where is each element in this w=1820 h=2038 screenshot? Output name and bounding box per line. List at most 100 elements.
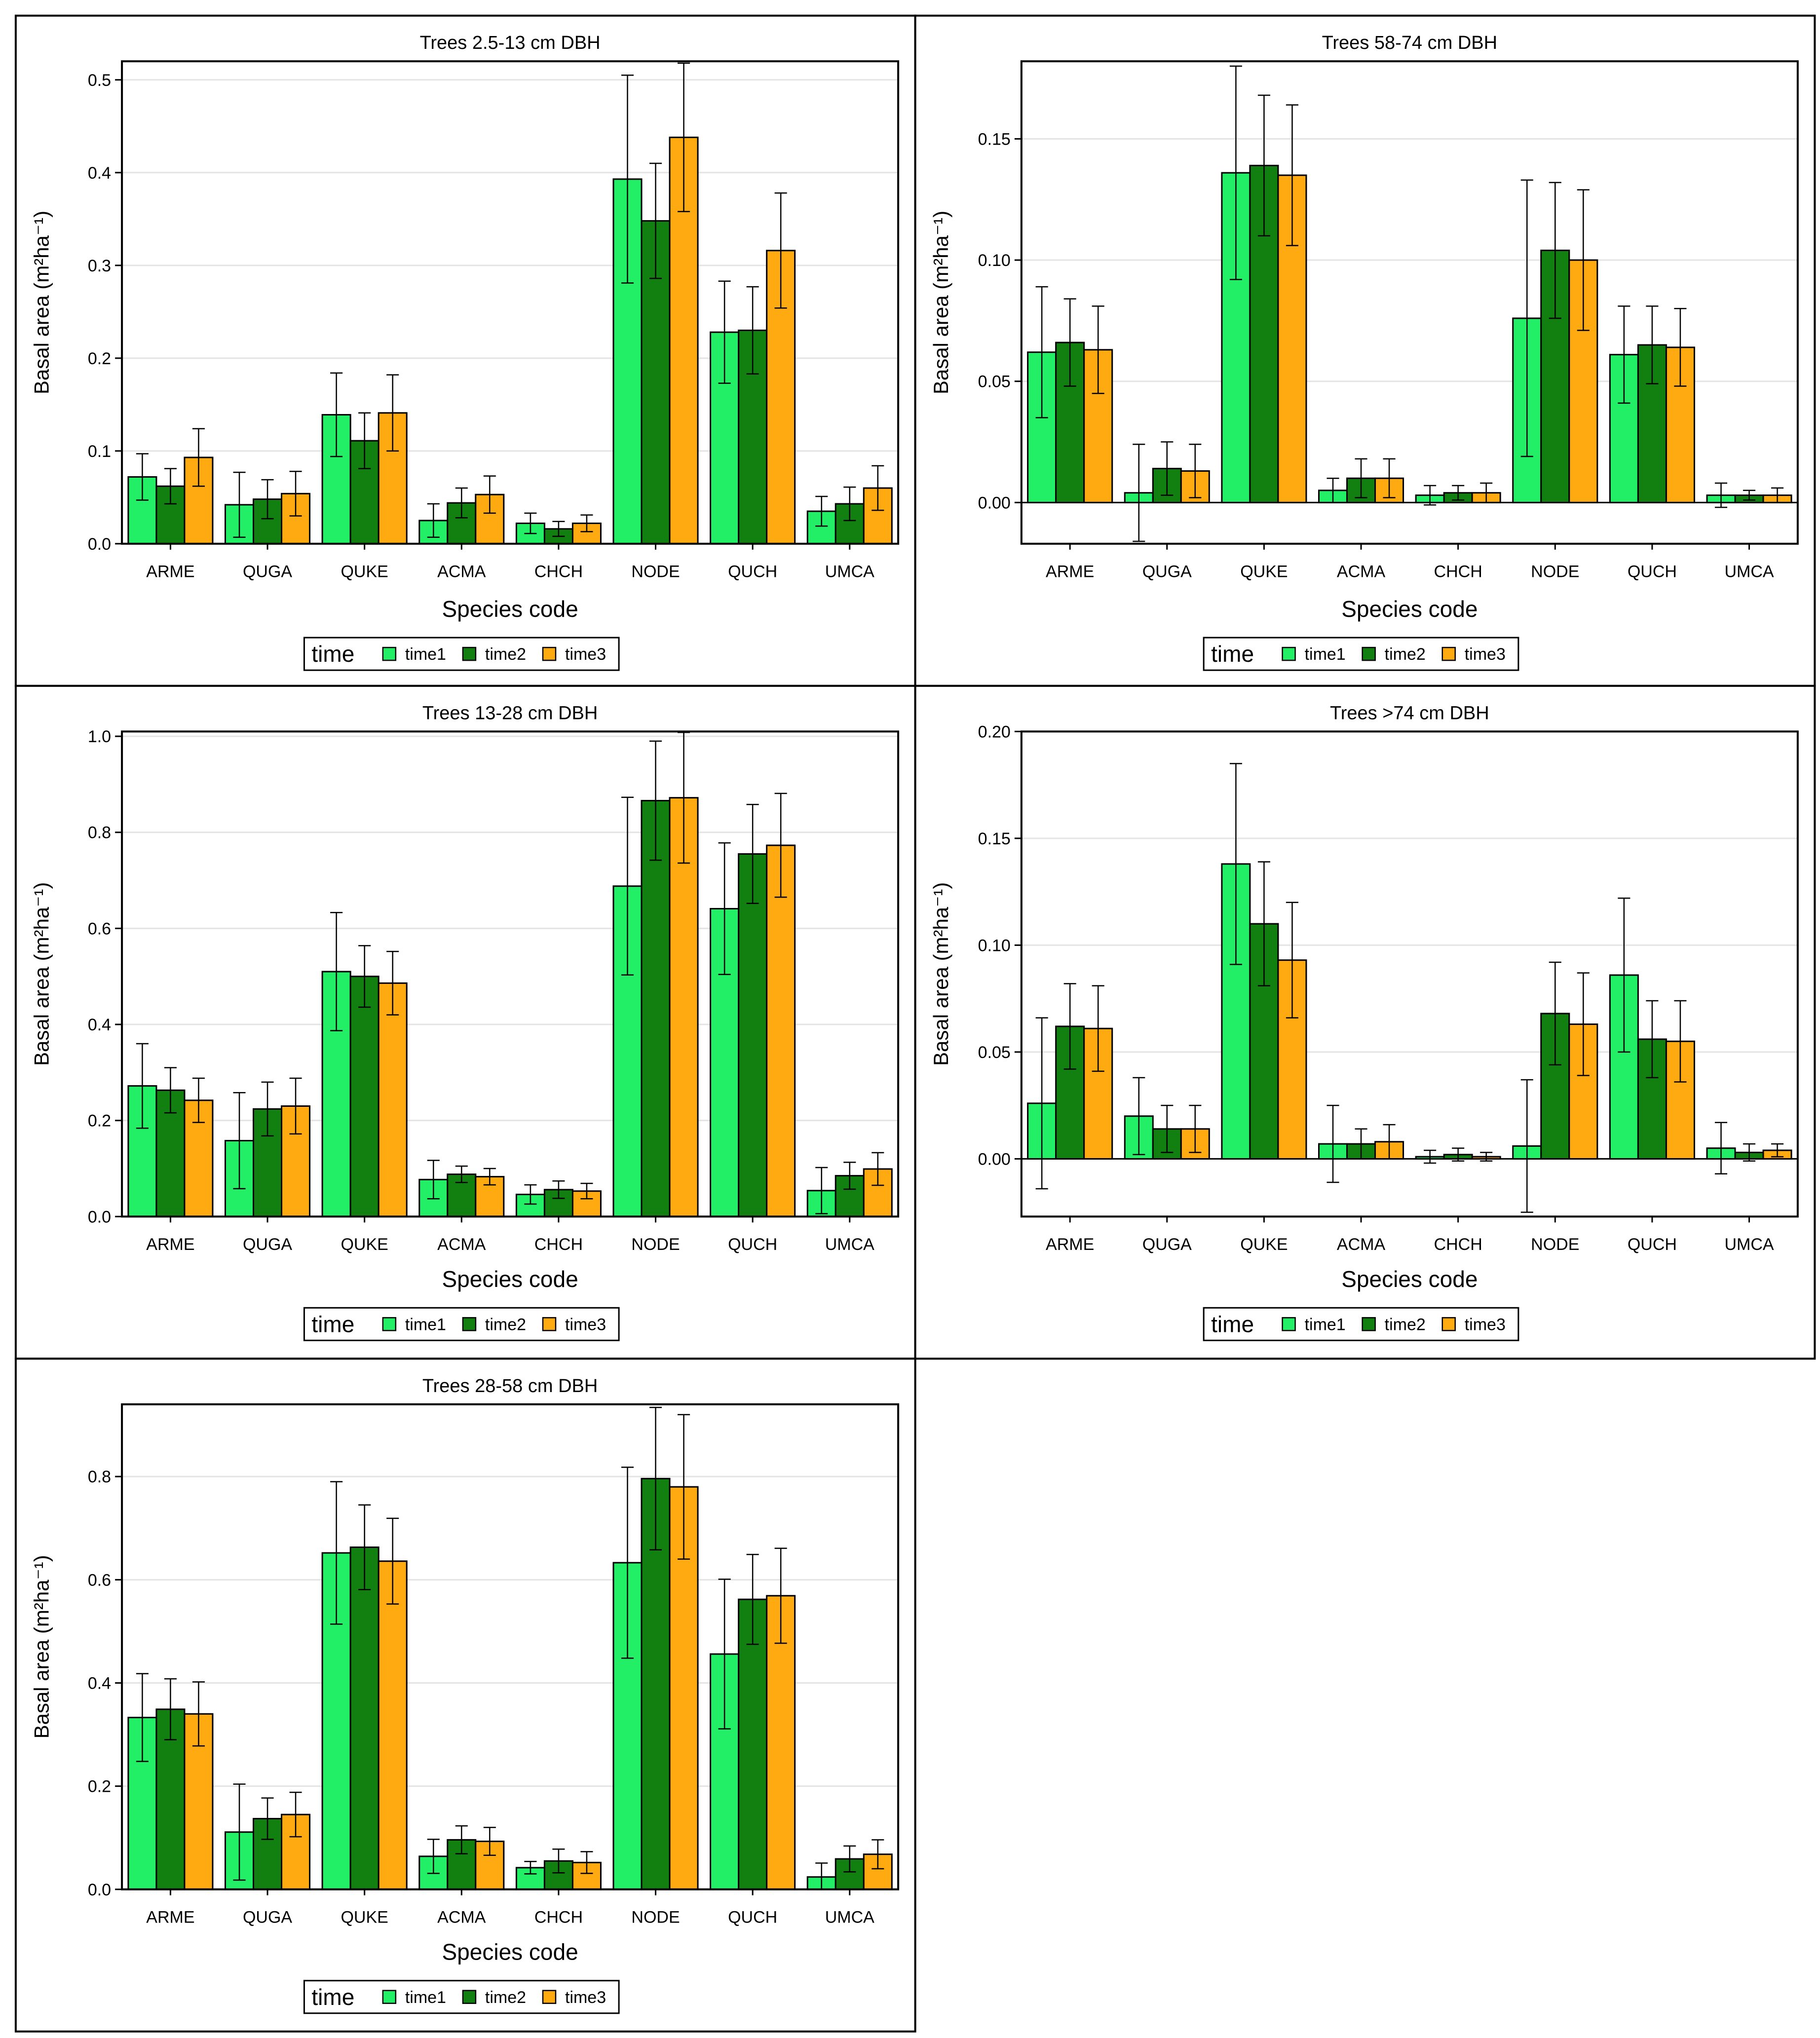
legend-title: time: [1211, 641, 1254, 667]
x-tick-label: UMCA: [825, 1908, 874, 1926]
y-tick-label: 0.0: [88, 1881, 111, 1899]
legend-label-time2: time2: [1385, 1315, 1426, 1334]
chart-panel-3: Trees 13-28 cm DBH ARME QUGA QUKE ACMA CHCH NO…: [14, 684, 916, 1360]
x-tick-label: NODE: [1531, 1235, 1579, 1254]
legend-box: [1203, 1307, 1519, 1341]
x-tick-label: ARME: [146, 1908, 194, 1926]
x-tick-label: UMCA: [825, 1235, 874, 1254]
x-tick-label: ARME: [1046, 562, 1094, 581]
y-tick-label: 0.4: [88, 1674, 111, 1693]
y-tick-label: 0.6: [88, 919, 111, 938]
y-tick-label: 0.4: [88, 1016, 111, 1034]
legend-title: time: [311, 1311, 354, 1337]
x-tick-label: QUKE: [341, 1908, 388, 1926]
x-tick-label: NODE: [631, 1235, 680, 1254]
legend-title: time: [1211, 1311, 1254, 1337]
x-tick-label: QUGA: [243, 1908, 292, 1926]
panel-frame: [914, 684, 1816, 1360]
x-tick-label: UMCA: [1724, 562, 1774, 581]
chart-panel-4: Trees >74 cm DBH ARME QUGA QUKE ACMA CHCH NODE…: [914, 684, 1816, 1360]
chart-title: Trees 58-74 cm DBH: [1322, 33, 1497, 53]
x-tick-label: QUGA: [243, 1235, 292, 1254]
y-tick-label: 0.8: [88, 1468, 111, 1486]
x-tick-label: QUCH: [1628, 1235, 1677, 1254]
bar-arme-time2: [1055, 341, 1085, 503]
y-axis-label: Basal area (m²ha⁻¹): [30, 1555, 53, 1738]
x-tick-label: CHCH: [534, 1235, 583, 1254]
bar-quke-time3: [378, 982, 408, 1217]
legend-label-time2: time2: [485, 645, 526, 664]
y-tick-label: 0.0: [88, 1208, 111, 1226]
legend-label-time3: time3: [1465, 645, 1506, 664]
legend-title: time: [311, 641, 354, 667]
y-tick-label: 0.3: [88, 257, 111, 275]
y-axis-label: Basal area (m²ha⁻¹): [929, 211, 952, 394]
y-tick-label: 0.05: [978, 1043, 1011, 1062]
chart-panel-2: Trees 58-74 cm DBH ARME QUGA QUKE ACMA CHCH NO…: [914, 14, 1816, 687]
y-tick-label: 0.1: [88, 442, 111, 461]
legend-swatch-time3: [1441, 646, 1456, 661]
legend: time time1 time2 time3: [303, 637, 620, 671]
legend-swatch-time1: [382, 1990, 397, 2004]
legend-swatch-time2: [462, 1990, 477, 2004]
x-tick-label: ARME: [146, 562, 194, 581]
y-tick-label: 0.00: [978, 1150, 1011, 1169]
x-axis-label: Species code: [1341, 1266, 1478, 1292]
x-tick-label: ACMA: [1337, 562, 1386, 581]
bar-quch-time3: [766, 844, 796, 1217]
x-tick-label: QUKE: [1240, 1235, 1288, 1254]
x-tick-label: UMCA: [825, 562, 874, 581]
legend-label-time1: time1: [405, 1988, 446, 2007]
y-axis-label: Basal area (m²ha⁻¹): [30, 882, 53, 1066]
chart-title: Trees 2.5-13 cm DBH: [420, 33, 601, 53]
x-tick-label: QUCH: [1628, 562, 1677, 581]
x-axis-label: Species code: [442, 1939, 578, 1965]
legend-label-time1: time1: [1305, 1315, 1346, 1334]
x-tick-label: QUGA: [243, 562, 292, 581]
legend-swatch-time1: [382, 646, 397, 661]
x-tick-label: CHCH: [534, 1908, 583, 1926]
y-tick-label: 0.4: [88, 164, 111, 183]
legend-title: time: [311, 1984, 354, 2010]
x-tick-label: NODE: [631, 1908, 680, 1926]
legend-label-time1: time1: [405, 1315, 446, 1334]
y-tick-label: 0.8: [88, 824, 111, 842]
legend-swatch-time2: [462, 646, 477, 661]
bar-arme-time3: [184, 1713, 214, 1890]
legend-swatch-time2: [1362, 1317, 1376, 1331]
x-tick-label: QUKE: [341, 562, 388, 581]
x-tick-label: ARME: [146, 1235, 194, 1254]
y-tick-label: 1.0: [88, 727, 111, 746]
legend-swatch-time2: [1362, 646, 1376, 661]
y-tick-label: 0.10: [978, 251, 1011, 270]
legend: time time1 time2 time3: [1203, 637, 1519, 671]
x-tick-label: ARME: [1046, 1235, 1094, 1254]
y-tick-label: 0.2: [88, 349, 111, 368]
legend-label-time3: time3: [1465, 1315, 1506, 1334]
plot-area: [1020, 730, 1799, 1218]
x-tick-label: ACMA: [437, 562, 486, 581]
legend-swatch-time2: [462, 1317, 477, 1331]
chart-title: Trees >74 cm DBH: [1330, 703, 1489, 723]
legend-label-time2: time2: [485, 1315, 526, 1334]
x-tick-label: ACMA: [437, 1908, 486, 1926]
bar-quch-time2: [738, 853, 768, 1217]
x-tick-label: QUCH: [728, 562, 777, 581]
legend-swatch-time1: [1282, 1317, 1296, 1331]
legend-label-time2: time2: [1385, 645, 1426, 664]
y-tick-label: 0.00: [978, 493, 1011, 512]
legend: time time1 time2 time3: [303, 1980, 620, 2014]
y-tick-label: 0.2: [88, 1112, 111, 1131]
x-tick-label: QUGA: [1142, 1235, 1192, 1254]
legend: time time1 time2 time3: [303, 1307, 620, 1341]
y-tick-label: 0.0: [88, 535, 111, 554]
y-axis-label: Basal area (m²ha⁻¹): [30, 211, 53, 394]
x-tick-label: QUCH: [728, 1235, 777, 1254]
bar-quch-time3: [766, 1595, 796, 1890]
x-tick-label: CHCH: [1434, 562, 1482, 581]
legend-box: [1203, 637, 1519, 671]
y-tick-label: 0.5: [88, 71, 111, 90]
chart-title: Trees 13-28 cm DBH: [422, 703, 598, 723]
y-tick-label: 0.2: [88, 1777, 111, 1796]
